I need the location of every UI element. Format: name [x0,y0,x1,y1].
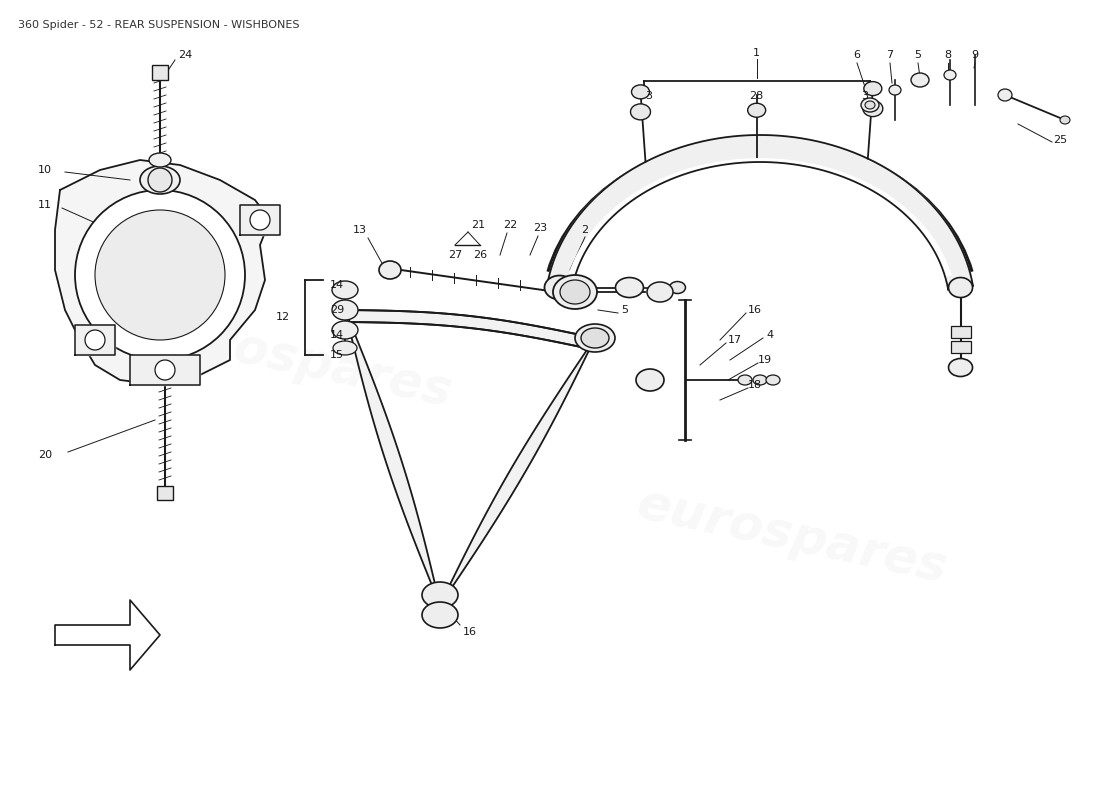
Polygon shape [240,205,280,235]
Ellipse shape [948,278,972,298]
Ellipse shape [862,101,883,117]
Ellipse shape [616,278,644,298]
Polygon shape [55,600,160,670]
Text: 8: 8 [945,50,952,60]
Bar [157,486,173,500]
Ellipse shape [670,282,685,294]
Ellipse shape [754,375,767,385]
Circle shape [148,168,172,192]
Ellipse shape [631,85,649,99]
Text: 19: 19 [758,355,772,365]
Ellipse shape [544,275,574,299]
Text: 11: 11 [39,200,52,210]
Ellipse shape [1060,116,1070,124]
Text: 3: 3 [861,90,868,101]
Ellipse shape [948,358,972,377]
Text: 18: 18 [748,380,762,390]
Polygon shape [55,160,270,385]
Ellipse shape [630,104,650,120]
Text: 24: 24 [178,50,192,60]
Text: 23: 23 [532,223,547,233]
Bar [950,341,970,353]
Ellipse shape [332,321,358,339]
Ellipse shape [333,341,358,355]
Text: 22: 22 [503,220,517,230]
Ellipse shape [889,85,901,95]
Text: eurospares: eurospares [138,304,456,416]
Ellipse shape [422,582,458,608]
Text: 6: 6 [854,50,860,60]
Text: 13: 13 [353,225,367,235]
Ellipse shape [575,324,615,352]
Text: 360 Spider - 52 - REAR SUSPENSION - WISHBONES: 360 Spider - 52 - REAR SUSPENSION - WISH… [18,20,299,30]
Text: 9: 9 [971,50,979,60]
Text: 21: 21 [471,220,485,230]
Ellipse shape [738,375,752,385]
Ellipse shape [332,300,358,320]
Ellipse shape [379,261,401,279]
Ellipse shape [560,280,590,304]
Polygon shape [130,355,200,385]
Ellipse shape [148,153,170,167]
Ellipse shape [766,375,780,385]
Text: 10: 10 [39,165,52,175]
Text: 3: 3 [645,90,652,101]
Text: 20: 20 [37,450,52,460]
Text: 17: 17 [728,335,743,345]
Text: 2: 2 [582,225,588,235]
Polygon shape [75,325,116,355]
Ellipse shape [911,73,930,87]
Polygon shape [440,338,595,605]
Polygon shape [345,310,595,350]
Text: 16: 16 [748,305,762,315]
Text: 26: 26 [473,250,487,260]
Ellipse shape [422,602,458,628]
Circle shape [155,360,175,380]
Polygon shape [345,310,440,605]
Ellipse shape [581,328,609,348]
Text: 4: 4 [767,330,773,340]
Circle shape [250,210,270,230]
Text: 27: 27 [448,250,462,260]
Text: 7: 7 [887,50,893,60]
Text: 14: 14 [330,330,344,340]
Text: 1: 1 [754,48,760,58]
Ellipse shape [332,281,358,299]
Ellipse shape [861,98,879,112]
Ellipse shape [998,89,1012,101]
Text: 29: 29 [330,305,344,315]
Text: 15: 15 [330,350,344,360]
Text: 5: 5 [914,50,922,60]
Polygon shape [547,135,972,290]
Ellipse shape [864,82,882,96]
Text: 14: 14 [330,280,344,290]
Text: eurospares: eurospares [632,480,952,592]
Bar [950,326,970,338]
Text: 16: 16 [463,627,477,637]
Ellipse shape [636,369,664,391]
Text: 28: 28 [749,90,763,101]
Circle shape [95,210,226,340]
Ellipse shape [647,282,673,302]
Text: 12: 12 [276,312,290,322]
Circle shape [75,190,245,360]
Ellipse shape [140,166,180,194]
Circle shape [85,330,104,350]
Ellipse shape [553,275,597,309]
Text: 25: 25 [1053,135,1067,145]
Ellipse shape [944,70,956,80]
Text: 5: 5 [621,305,628,315]
Ellipse shape [748,103,766,118]
Ellipse shape [865,101,874,109]
Bar [152,65,168,80]
